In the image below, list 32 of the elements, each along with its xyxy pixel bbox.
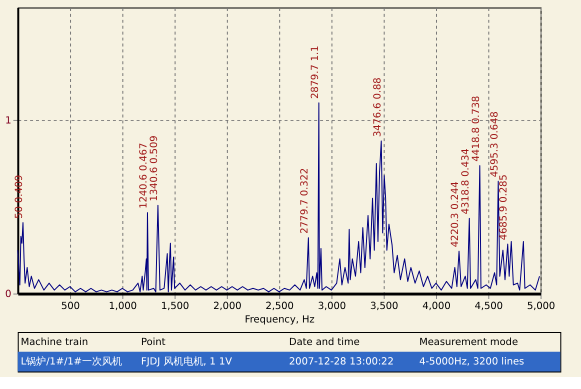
text: Date and time bbox=[289, 336, 360, 348]
x-tick-label: 5,000 bbox=[526, 300, 556, 312]
x-tick-label: 500 bbox=[61, 300, 80, 312]
text: 2007-12-28 13:00:22 bbox=[289, 356, 394, 368]
text: Measurement mode bbox=[419, 336, 518, 348]
annotation: 1240.6 0.467 bbox=[138, 142, 150, 209]
annotation: 4685.9 0.285 bbox=[498, 174, 510, 240]
y-tick-label: 1 bbox=[5, 116, 12, 127]
x-tick-label: 3,000 bbox=[318, 300, 346, 312]
x-tick-label: 4,500 bbox=[474, 300, 503, 312]
x-tick-label: 2,000 bbox=[213, 300, 242, 312]
x-tick-label: 1,500 bbox=[160, 300, 190, 312]
text: Machine train bbox=[20, 336, 88, 348]
text: 4-5000Hz, 3200 lines bbox=[419, 356, 524, 368]
annotation: 2879.7 1.1 bbox=[310, 46, 321, 99]
x-axis-title: Frequency, Hz bbox=[244, 314, 315, 326]
annotation: 50 0.409 bbox=[14, 174, 25, 219]
annotation: 4220.3 0.244 bbox=[450, 181, 462, 248]
y-tick-label: 0 bbox=[5, 289, 12, 300]
text: FJDJ 风机电机, 1 1V bbox=[141, 356, 232, 368]
annotation: 4418.8 0.738 bbox=[470, 96, 482, 162]
annotation: 4318.8 0.434 bbox=[460, 148, 472, 214]
annotation: 2779.7 0.322 bbox=[299, 168, 310, 234]
x-tick-label: 2,500 bbox=[266, 300, 294, 312]
x-tick-label: 1,000 bbox=[108, 300, 137, 312]
text: L锅炉/1#/1#一次风机 bbox=[20, 356, 122, 368]
text: Point bbox=[141, 336, 166, 348]
x-tick-label: 3,500 bbox=[370, 300, 398, 312]
annotation: 1340.6 0.509 bbox=[148, 136, 160, 202]
annotation: 4595.3 0.648 bbox=[489, 111, 500, 178]
x-tick-label: 4,000 bbox=[422, 300, 451, 312]
annotation: 3476.6 0.88 bbox=[372, 77, 384, 138]
